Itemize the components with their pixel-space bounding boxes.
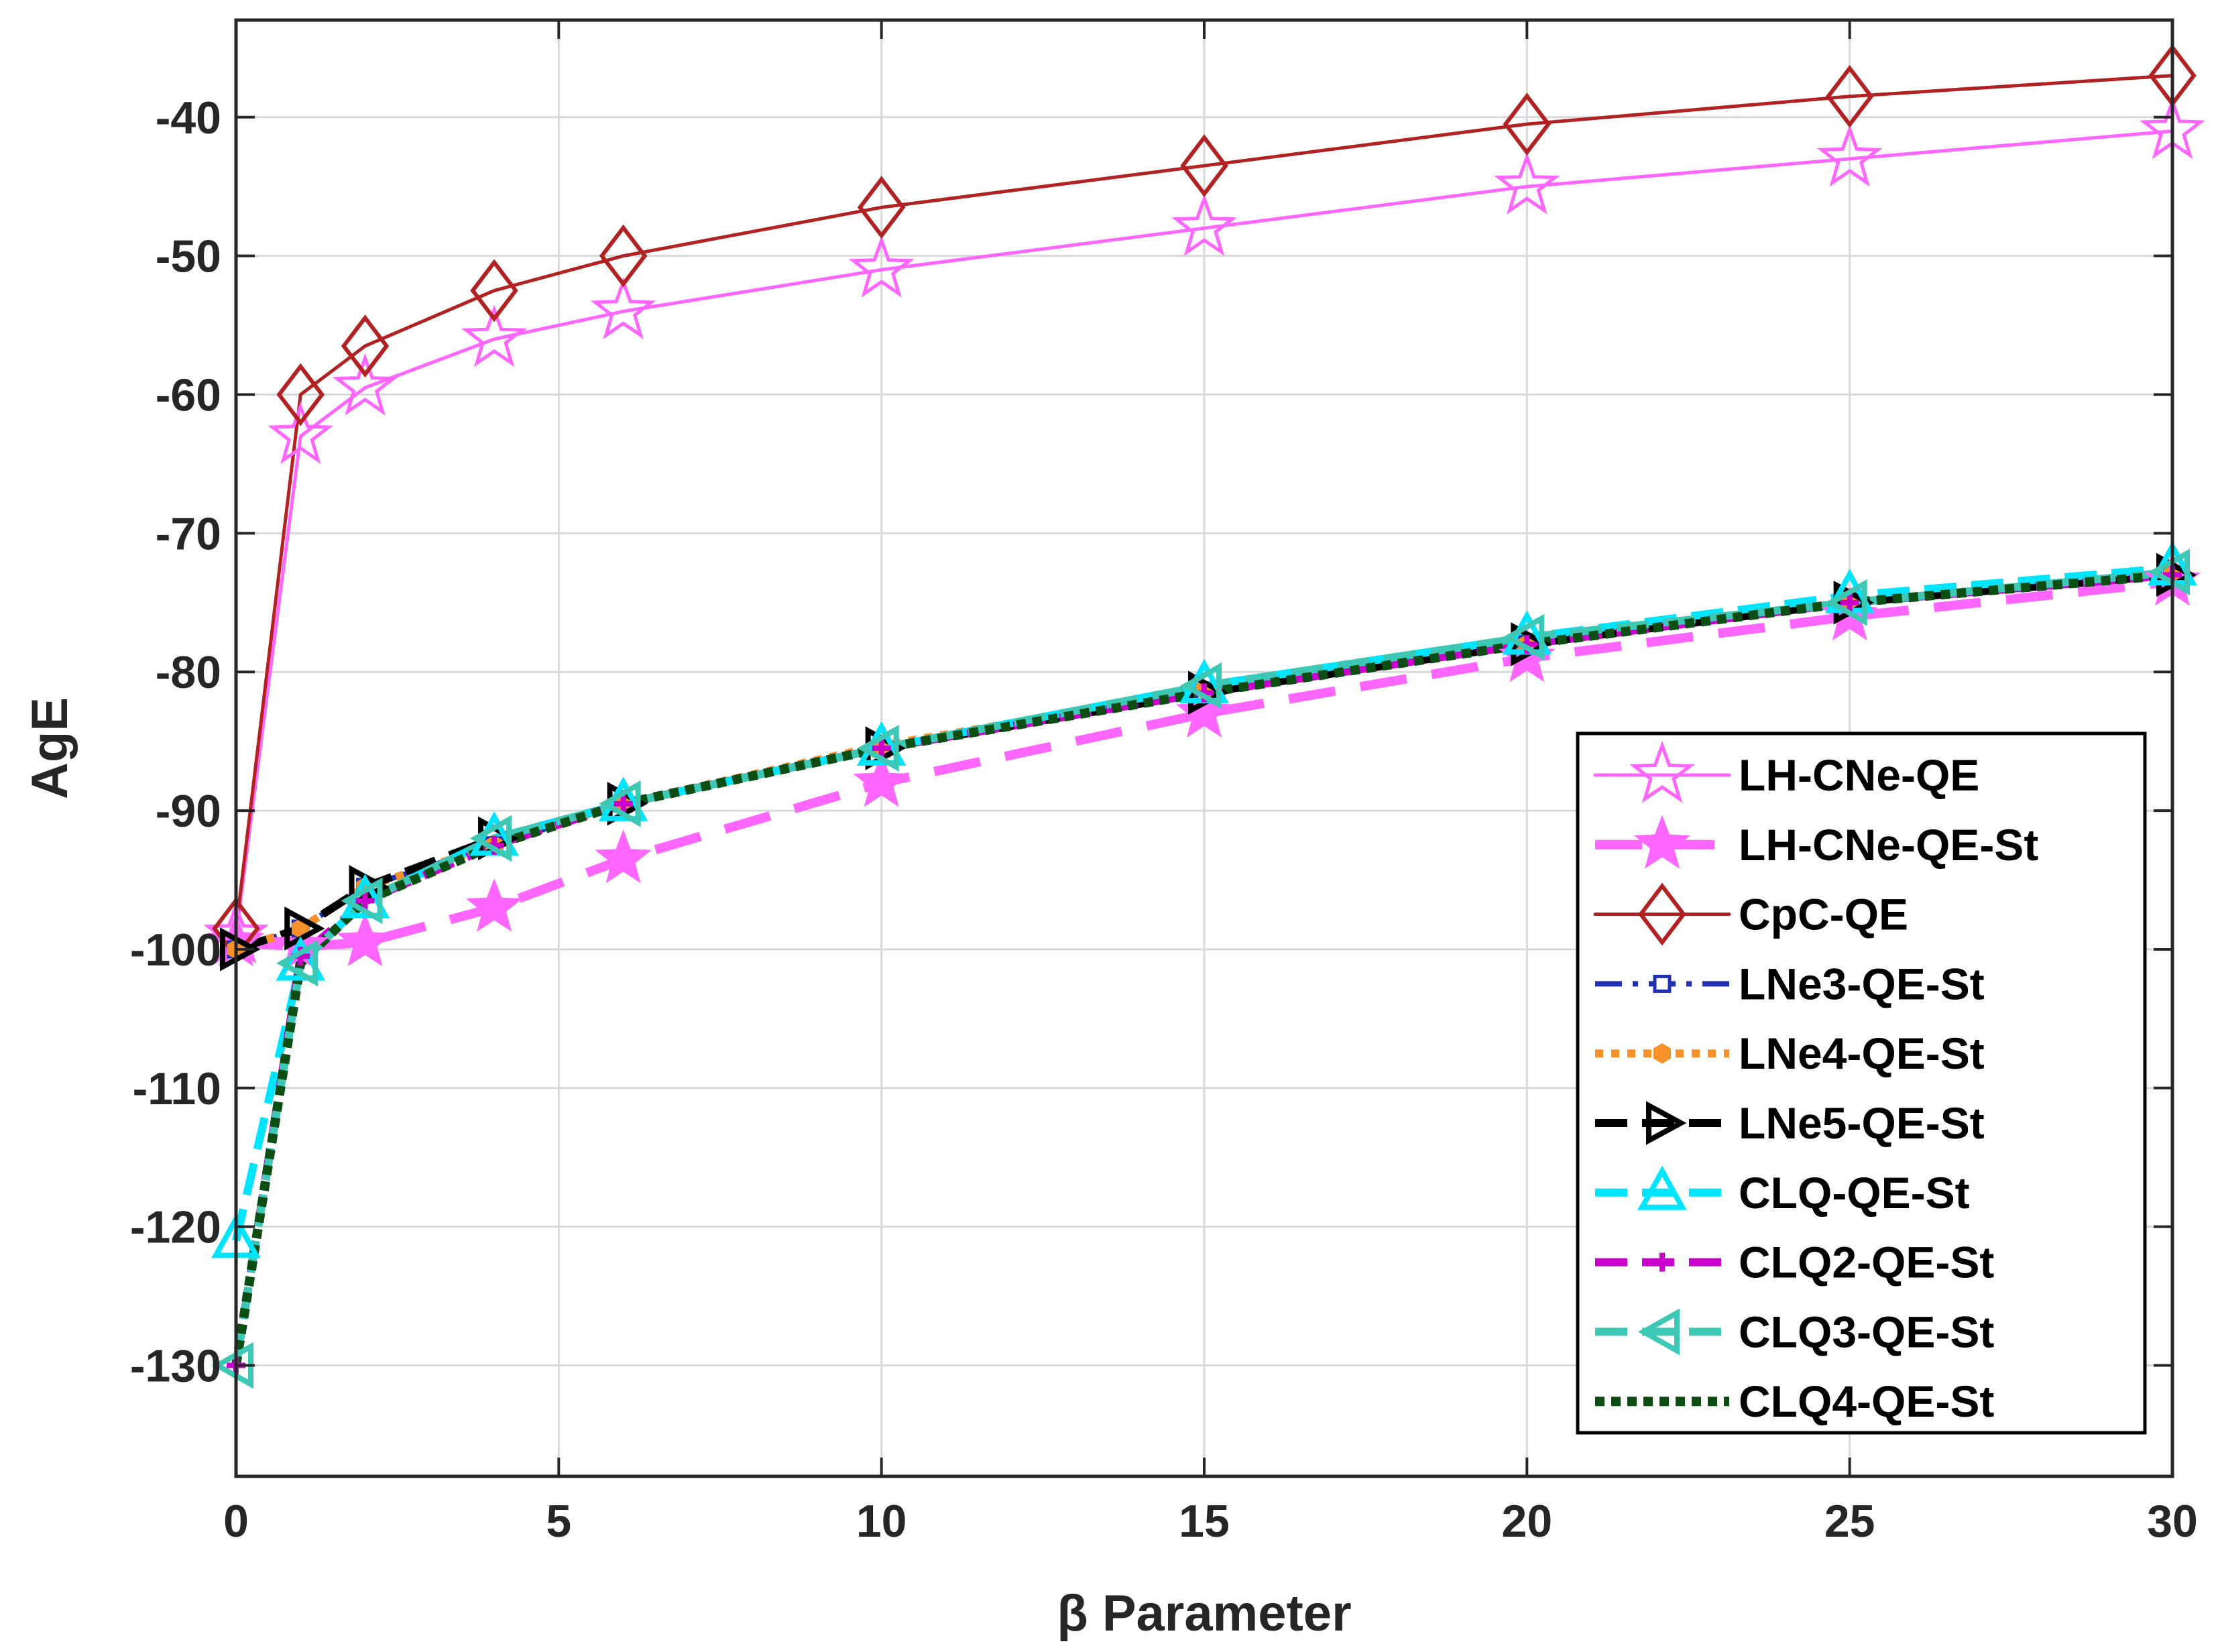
data-point-CLQ3-QE-St [1179, 662, 1222, 709]
data-point-CLQ3-QE-St [857, 725, 899, 772]
data-point-LH-CNe-QE [332, 353, 398, 416]
data-point-CpC-QE [1180, 134, 1228, 198]
legend-label: CpC-QE [1739, 890, 1908, 939]
legend-marker-LNe3-QE-St [1653, 974, 1672, 993]
data-point-LH-CNe-QE [461, 304, 527, 367]
y-tick-label: -40 [156, 93, 221, 143]
data-point-CLQ3-QE-St [1825, 579, 1867, 626]
data-point-CLQ3-QE-St [2148, 548, 2190, 596]
data-point-CLQ2-QE-St [1840, 593, 1859, 612]
data-point-LH-CNe-QE [590, 277, 656, 339]
legend-marker-CLQ-QE-St [1637, 1165, 1687, 1210]
series-line-CLQ4-QE-St [231, 570, 2173, 1366]
data-point-CpC-QE [470, 259, 518, 322]
x-axis-label: β Parameter [1057, 1585, 1351, 1642]
data-point-CLQ3-QE-St [599, 780, 641, 827]
data-point-CLQ2-QE-St [614, 794, 633, 813]
data-point-LH-CNe-QE [268, 402, 334, 465]
x-tick-label: 30 [2147, 1496, 2198, 1547]
data-point-CLQ3-QE-St [276, 939, 318, 987]
data-point-CpC-QE [341, 314, 390, 378]
legend-label: LH-CNe-QE-St [1739, 820, 2038, 870]
data-point-LNe5-QE-St [284, 906, 325, 951]
x-tick-label: 10 [856, 1496, 907, 1547]
data-point-LNe5-QE-St [220, 927, 261, 971]
legend-label: CLQ2-QE-St [1739, 1238, 1994, 1287]
legend-marker-LH-CNe-QE [1629, 740, 1695, 803]
legend-marker-LNe4-QE-St [1653, 1043, 1672, 1064]
data-point-CpC-QE [599, 224, 648, 288]
y-tick-label: -60 [156, 370, 221, 421]
data-point-CpC-QE [276, 363, 325, 426]
legend-label: LH-CNe-QE [1739, 750, 1979, 800]
data-point-CpC-QE [1503, 93, 1552, 156]
series-line-CpC-QE [234, 74, 2174, 931]
legend-marker-CLQ3-QE-St [1637, 1308, 1680, 1356]
x-axis-ticks: 0 5 10 15 20 25 30 [223, 20, 2198, 1547]
series-lines [231, 74, 2174, 1366]
y-tick-label: -50 [156, 231, 221, 282]
legend-label: LNe5-QE-St [1739, 1098, 1985, 1148]
y-axis-ticks: -130 -120 -110 -100 -90 -80 -70 -60 -50 -40 [130, 93, 2172, 1392]
legend-marker-LH-CNe-QE-St [1634, 815, 1690, 869]
x-tick-label: 15 [1179, 1496, 1230, 1547]
data-point-LH-CNe-QE [1494, 152, 1560, 215]
data-point-CLQ3-QE-St [1503, 613, 1545, 661]
data-point-LH-CNe-QE-St [337, 912, 394, 967]
y-tick-label: -130 [130, 1341, 221, 1392]
data-point-LH-CNe-QE-St [1175, 684, 1233, 738]
y-axis-label: AgE [21, 697, 78, 799]
data-point-LH-CNe-QE [848, 235, 915, 298]
legend-label: CLQ4-QE-St [1739, 1376, 1994, 1426]
data-point-LH-CNe-QE [1816, 124, 1883, 187]
y-tick-label: -90 [156, 786, 221, 837]
legend-marker-CLQ2-QE-St [1653, 1252, 1672, 1272]
y-tick-label: -100 [130, 925, 221, 976]
data-point-CLQ2-QE-St [872, 739, 891, 758]
x-tick-label: 25 [1824, 1496, 1875, 1547]
y-tick-label: -70 [156, 508, 221, 559]
x-tick-label: 5 [546, 1496, 571, 1547]
series-line-LH-CNe-QE-St [235, 577, 2173, 951]
data-point-CLQ3-QE-St [341, 877, 383, 925]
legend: LH-CNe-QE LH-CNe-QE-St CpC-QE LNe3-QE-St LNe… [1576, 731, 2147, 1435]
data-point-LH-CNe-QE-St [853, 753, 910, 807]
y-tick-label: -110 [133, 1063, 221, 1114]
legend-label: CLQ-QE-St [1739, 1168, 1970, 1218]
legend-marker-LNe5-QE-St [1646, 1101, 1687, 1145]
data-point-CLQ2-QE-St [355, 891, 375, 910]
data-point-CpC-QE [857, 176, 906, 239]
y-tick-label: -80 [156, 647, 221, 698]
legend-label: CLQ3-QE-St [1739, 1307, 1994, 1356]
legend-marker-CpC-QE [1638, 882, 1686, 946]
data-point-CLQ3-QE-St [469, 815, 512, 862]
legend-label: LNe3-QE-St [1739, 959, 1985, 1008]
data-point-LH-CNe-QE-St [465, 878, 523, 932]
data-point-LH-CNe-QE-St [595, 829, 652, 884]
x-tick-label: 0 [223, 1496, 249, 1547]
x-tick-label: 20 [1502, 1496, 1553, 1547]
data-point-CpC-QE [1825, 64, 1874, 128]
data-point-LH-CNe-QE [1171, 193, 1237, 256]
y-tick-label: -120 [130, 1202, 221, 1253]
series-line-LH-CNe-QE [234, 129, 2174, 937]
legend-label: LNe4-QE-St [1739, 1028, 1985, 1078]
